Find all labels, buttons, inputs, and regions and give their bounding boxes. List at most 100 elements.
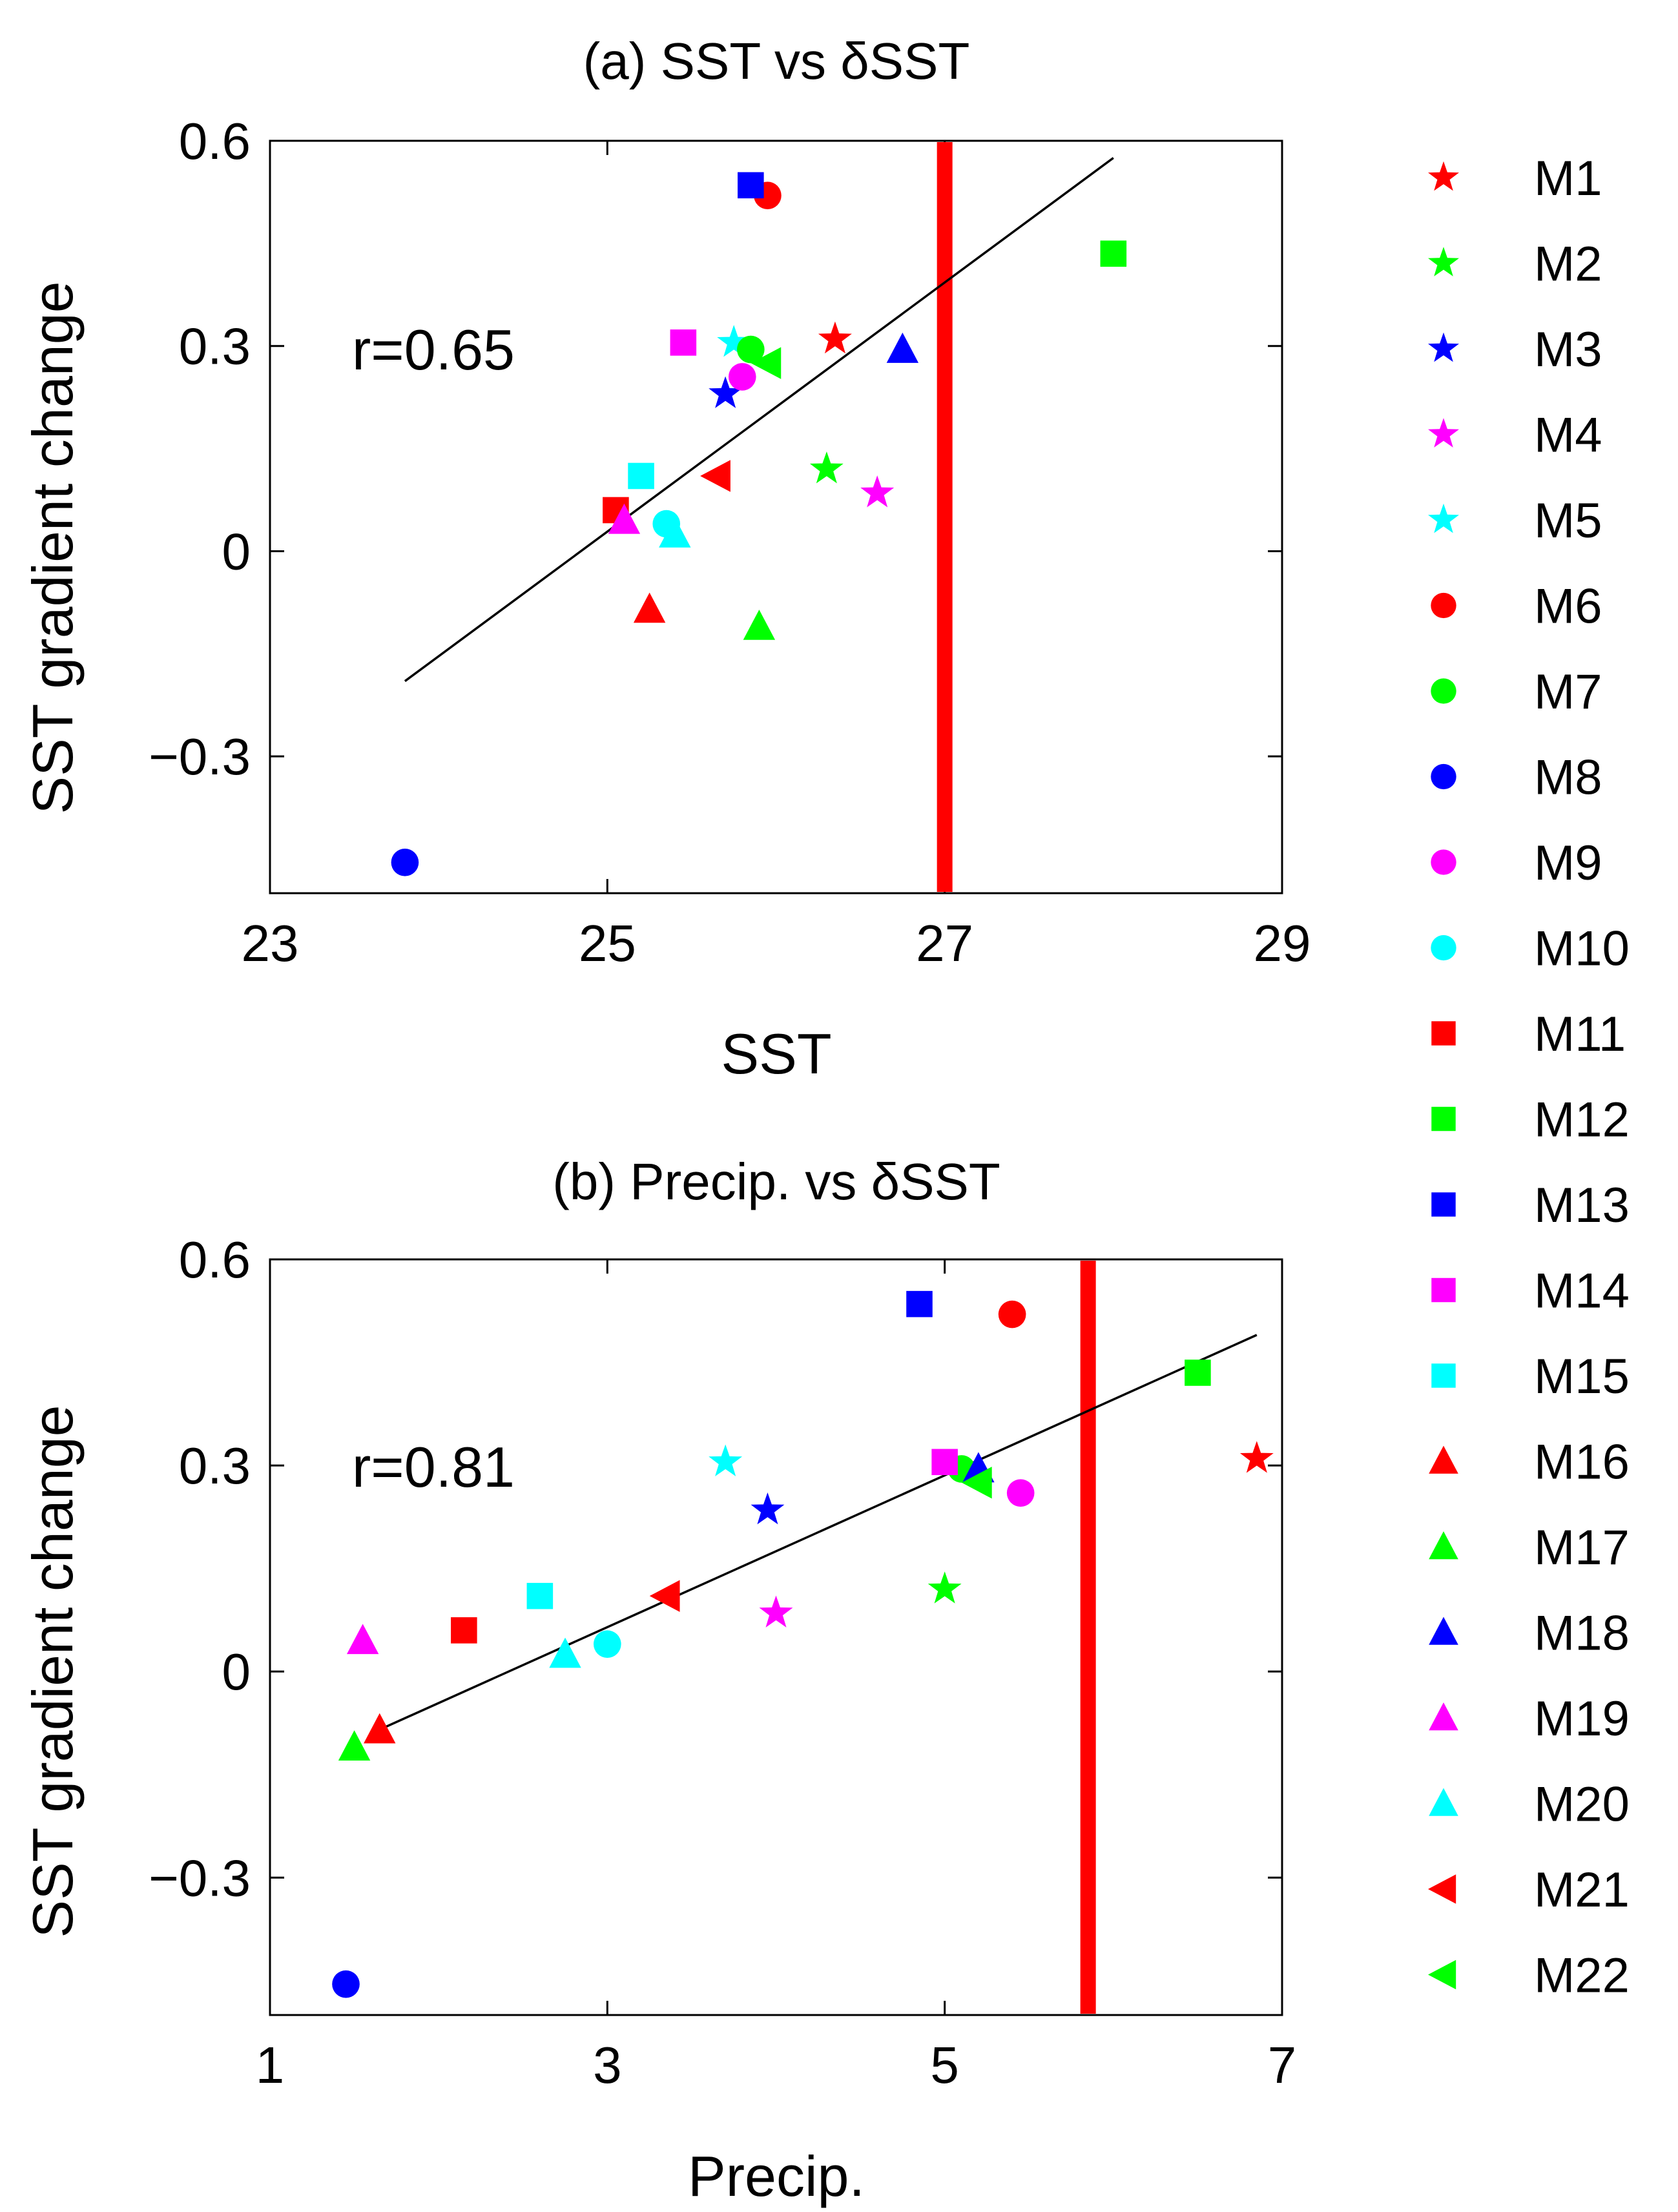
legend-label-m4: M4 [1534,408,1602,463]
point-m15 [526,1582,554,1609]
y-axis-label: SST gradient change [21,1405,85,1938]
panel-sst-vs-dsst: (a) SST vs δSST SST gradient change SST … [21,32,1310,1086]
legend-marker-m21 [1428,1874,1456,1904]
legend-marker-m11 [1431,1021,1456,1046]
legend-label-m13: M13 [1534,1178,1630,1233]
legend-marker-m3 [1428,332,1459,362]
legend-label-m19: M19 [1534,1691,1630,1746]
x-tick-label: 5 [930,2036,959,2094]
legend-marker-m15 [1431,1363,1456,1388]
legend-marker-m1 [1428,161,1459,191]
x-tick-label: 23 [242,915,299,972]
legend-label-m2: M2 [1534,237,1602,292]
legend-marker-m19 [1429,1702,1458,1731]
y-tick-label: −0.3 [149,1849,251,1907]
x-tick-label: 3 [593,2036,622,2094]
legend-label-m9: M9 [1534,836,1602,891]
axes-box [269,1258,1283,2016]
correlation-label: r=0.81 [352,1435,515,1499]
y-tick-label: 0 [222,522,251,580]
legend-label-m21: M21 [1534,1863,1630,1917]
legend-label-m11: M11 [1534,1007,1626,1062]
point-m3 [751,1492,785,1525]
legend-label-m12: M12 [1534,1093,1630,1148]
x-tick-label: 29 [1254,915,1311,972]
legend-marker-m12 [1431,1106,1456,1132]
chart-title: (a) SST vs δSST [583,32,970,90]
y-axis-label: SST gradient change [21,281,85,814]
y-tick-label: 0 [222,1643,251,1700]
legend-marker-m10 [1431,935,1456,961]
legend-label-m14: M14 [1534,1264,1630,1319]
regression-line [404,157,1114,683]
point-m21 [700,460,730,492]
regression-line [370,1334,1258,1735]
legend-label-m20: M20 [1534,1777,1630,1832]
point-m13 [738,172,764,199]
point-m17 [743,609,776,640]
point-m19 [608,503,641,534]
y-tick-label: 0.3 [179,318,251,375]
point-m18 [886,333,919,363]
point-m19 [346,1624,379,1655]
correlation-label: r=0.65 [352,318,515,382]
point-m17 [338,1730,371,1761]
point-m11 [451,1617,477,1644]
point-m7 [737,335,765,364]
point-m14 [931,1449,958,1476]
y-tick-label: 0.6 [179,1231,251,1288]
x-axis-label: SST [721,1022,831,1086]
legend-label-m8: M8 [1534,750,1602,805]
point-m13 [906,1290,933,1318]
y-tick-label: −0.3 [149,728,251,785]
point-m22 [961,1466,992,1499]
legend-marker-m2 [1428,247,1459,276]
legend-marker-m4 [1428,418,1459,448]
y-tick-label: 0.6 [179,112,251,170]
legend-label-m7: M7 [1534,665,1602,719]
legend-label-m10: M10 [1534,922,1630,977]
legend-marker-m18 [1429,1617,1458,1645]
legend-marker-m20 [1429,1788,1458,1816]
point-m1 [1239,1441,1274,1473]
point-m3 [709,376,743,408]
legend-label-m15: M15 [1534,1349,1630,1404]
legend-marker-m14 [1431,1277,1456,1303]
x-axis-label: Precip. [688,2144,865,2208]
point-m22 [751,347,782,379]
legend: M1 M2 M3 M4 M5 M6 M7 M8 M9 M10 M11 M12 M13 M14 M15 M16 M… [1428,151,1630,2003]
point-m8 [332,1970,360,1998]
point-m16 [364,1713,396,1744]
y-tick-label: 0.3 [179,1437,251,1494]
point-m12 [1100,240,1127,267]
legend-label-m18: M18 [1534,1606,1630,1661]
panel-precip-vs-dsst: (b) Precip. vs δSST SST gradient change … [21,1153,1296,2208]
legend-marker-m16 [1429,1445,1458,1474]
x-tick-label: 7 [1268,2036,1297,2094]
point-m10 [594,1630,621,1658]
point-m9 [1006,1479,1035,1507]
point-m16 [633,592,666,623]
chart-title: (b) Precip. vs δSST [552,1153,1000,1210]
legend-marker-m17 [1429,1531,1458,1560]
point-m2 [809,451,844,484]
legend-marker-m6 [1431,592,1456,619]
legend-marker-m5 [1428,503,1459,533]
point-m6 [998,1300,1026,1328]
point-m20 [659,517,691,548]
legend-marker-m8 [1431,763,1456,790]
x-tick-label: 1 [256,2036,285,2094]
axes-box [269,140,1283,894]
legend-label-m3: M3 [1534,322,1602,377]
legend-marker-m9 [1431,849,1456,875]
point-m2 [927,1571,962,1604]
legend-label-m1: M1 [1534,151,1602,206]
point-m1 [818,321,852,354]
point-m21 [649,1580,680,1612]
legend-marker-m13 [1431,1192,1456,1217]
point-m12 [1185,1359,1211,1386]
point-m8 [391,849,419,876]
point-m14 [670,329,697,356]
point-m5 [709,1444,743,1476]
